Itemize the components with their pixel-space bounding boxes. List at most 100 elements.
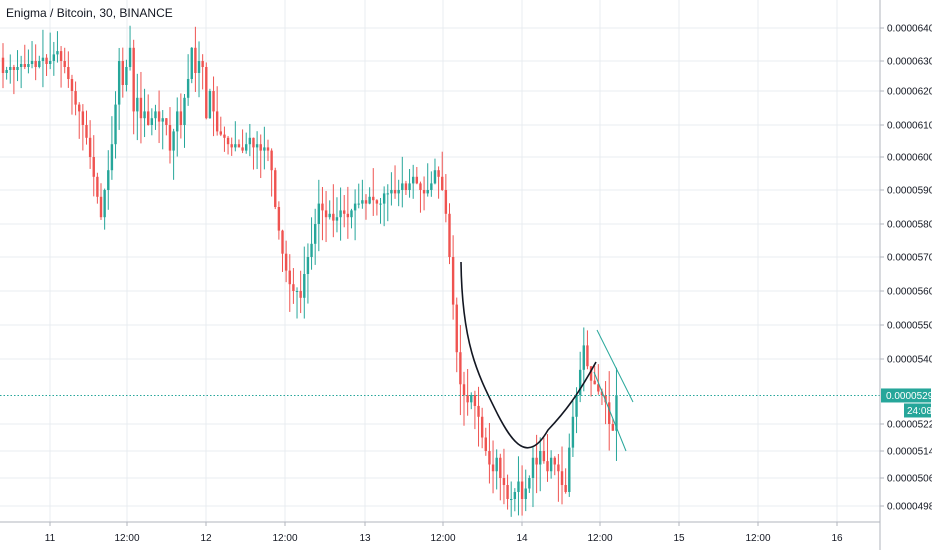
candle-body <box>88 137 92 157</box>
candle-body <box>5 70 8 73</box>
candle-body <box>553 457 556 465</box>
candle-body <box>557 464 560 472</box>
channel-upper-line[interactable] <box>596 329 634 403</box>
candle-body <box>23 64 26 67</box>
candle-body <box>183 97 186 125</box>
candle-body <box>299 291 302 298</box>
candle-body <box>12 67 16 70</box>
candle-body <box>430 183 433 190</box>
candle-body <box>332 213 335 221</box>
candle-body <box>48 61 52 64</box>
candle-body <box>52 54 56 61</box>
candle-body <box>328 213 331 218</box>
candle-body <box>277 207 281 231</box>
last-price-label: 0.00005299 <box>886 391 932 402</box>
candle-body <box>303 274 306 298</box>
candle-body <box>99 196 103 218</box>
candle-body <box>462 384 466 396</box>
candle-body <box>448 213 451 257</box>
candle-body <box>241 147 244 151</box>
candle-body <box>488 451 491 465</box>
candle-body <box>263 147 266 151</box>
candle-body <box>248 137 252 145</box>
candle-body <box>564 485 567 492</box>
candle-body <box>502 478 506 485</box>
candle-body <box>524 488 527 499</box>
candle-body <box>568 447 571 492</box>
candle-body <box>194 47 197 73</box>
x-tick-label: 12:00 <box>587 533 612 544</box>
candle-body <box>571 416 575 448</box>
candle-body <box>477 405 480 417</box>
candle-body <box>357 203 360 205</box>
candle-body <box>343 210 346 214</box>
candle-body <box>415 176 419 184</box>
candle-body <box>339 210 342 218</box>
x-tick-label: 12:00 <box>745 533 770 544</box>
candle-body <box>397 190 400 194</box>
candle-body <box>19 64 23 67</box>
candle-body <box>401 183 404 190</box>
candle-body <box>70 79 74 91</box>
candle-body <box>379 203 382 205</box>
candle-body <box>506 485 509 499</box>
candle-body <box>266 147 270 151</box>
candle-body <box>539 451 542 465</box>
candle-body <box>107 170 110 190</box>
candle-body <box>208 91 212 119</box>
candle-body <box>125 67 128 85</box>
candle-body <box>237 144 241 148</box>
candle-body <box>459 352 462 385</box>
candle-body <box>321 203 324 211</box>
channel-lower-line[interactable] <box>593 371 627 452</box>
candle-body <box>390 190 393 194</box>
candle-body <box>372 196 375 201</box>
candle-body <box>172 131 175 151</box>
candle-body <box>451 257 455 305</box>
candle-body <box>306 257 310 274</box>
candle-body <box>226 137 230 145</box>
x-tick-label: 16 <box>831 533 843 544</box>
candle-body <box>317 203 321 224</box>
candle-body <box>215 111 219 132</box>
candle-body <box>92 157 95 177</box>
candle-body <box>161 118 164 122</box>
candle-body <box>513 492 517 499</box>
candle-body <box>611 424 615 431</box>
last-price-tag <box>881 388 931 403</box>
candle-body <box>63 61 66 67</box>
candle-body <box>252 137 255 148</box>
candle-body <box>608 402 611 424</box>
candle-body <box>531 457 535 478</box>
drawn-curve[interactable] <box>460 261 597 449</box>
candle-body <box>121 61 124 85</box>
candle-body <box>292 284 295 291</box>
candle-body <box>176 111 179 132</box>
grid-layer <box>0 0 880 522</box>
candle-body <box>437 170 440 177</box>
candle-body <box>411 176 415 184</box>
candle-body <box>426 190 429 194</box>
candle-body <box>404 183 408 190</box>
candle-body <box>147 111 150 125</box>
candle-body <box>480 416 484 438</box>
candle-body <box>520 481 524 499</box>
candle-body <box>201 61 204 67</box>
candle-body <box>74 91 77 105</box>
candle-body <box>368 196 371 204</box>
candle-body <box>274 170 277 207</box>
candle-body <box>41 57 45 61</box>
candle-body <box>139 97 143 119</box>
